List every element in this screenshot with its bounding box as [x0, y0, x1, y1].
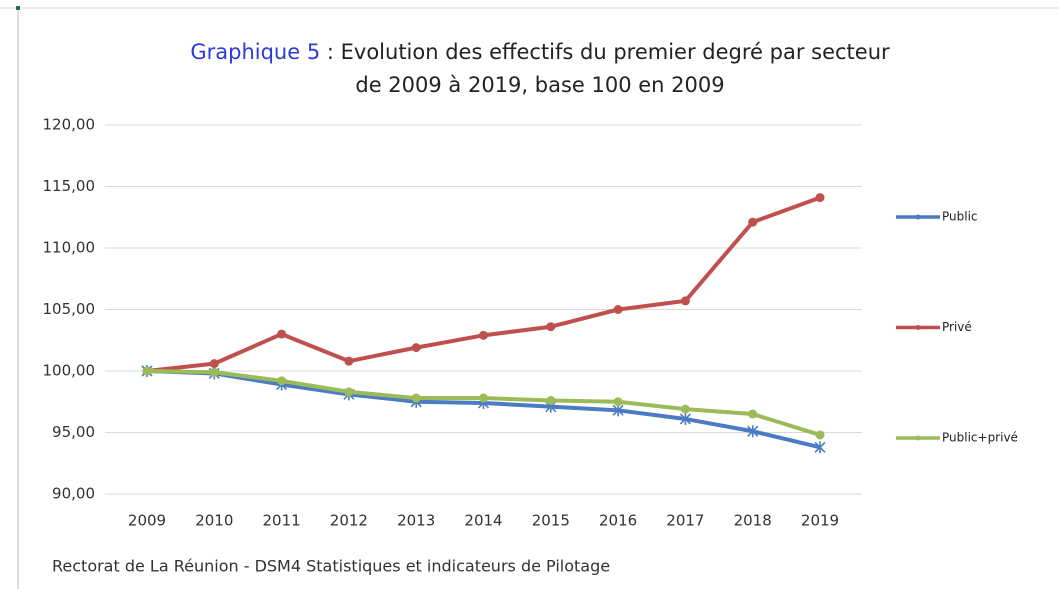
x-tick-label: 2012 — [330, 512, 368, 530]
point-marker — [479, 330, 488, 340]
point-marker — [815, 430, 825, 440]
y-tick-label: 100,00 — [43, 362, 96, 380]
x-tick-label: 2013 — [397, 512, 435, 530]
point-marker — [747, 425, 759, 438]
point-marker — [814, 441, 826, 454]
point-marker — [546, 396, 556, 406]
y-tick-label: 95,00 — [52, 423, 95, 441]
point-marker — [277, 329, 287, 339]
series-line — [146, 195, 821, 373]
point-marker — [613, 397, 623, 407]
y-tick-label: 110,00 — [43, 239, 96, 257]
point-marker — [613, 305, 623, 314]
point-marker — [209, 359, 219, 369]
point-marker — [411, 393, 421, 403]
x-tick-label: 2010 — [195, 512, 233, 530]
cell-handle — [16, 6, 20, 10]
point-marker — [344, 356, 354, 366]
legend-marker — [915, 214, 921, 220]
point-marker — [142, 366, 152, 376]
point-marker — [748, 409, 758, 419]
x-tick-label: 2009 — [128, 512, 166, 530]
point-marker — [748, 217, 758, 227]
series-line — [146, 369, 821, 450]
legend-label: Public+privé — [942, 431, 1018, 445]
title-line1: : Evolution des effectifs du premier deg… — [320, 40, 890, 64]
point-marker — [209, 367, 219, 377]
x-tick-label: 2018 — [734, 512, 772, 530]
point-marker — [344, 387, 354, 397]
chart-title-line2: de 2009 à 2019, base 100 en 2009 — [355, 73, 724, 97]
x-tick-label: 2019 — [801, 512, 839, 530]
chart-title: Graphique 5 : Evolution des effectifs du… — [190, 40, 890, 64]
point-marker — [479, 393, 488, 403]
point-marker — [679, 412, 691, 425]
legend-label: Privé — [942, 320, 972, 334]
x-tick-label: 2016 — [599, 512, 637, 530]
x-tick-label: 2014 — [464, 512, 502, 530]
x-tick-label: 2015 — [532, 512, 570, 530]
y-tick-label: 105,00 — [43, 300, 96, 318]
y-tick-label: 90,00 — [52, 485, 95, 503]
point-marker — [680, 404, 690, 414]
title-label: Graphique 5 — [190, 40, 320, 64]
source-note: Rectorat de La Réunion - DSM4 Statistiqu… — [52, 557, 610, 576]
legend-marker — [915, 325, 921, 330]
point-marker — [546, 322, 556, 332]
point-marker — [680, 296, 690, 306]
point-marker — [815, 193, 825, 203]
point-marker — [277, 376, 287, 386]
x-tick-label: 2017 — [666, 512, 704, 530]
point-marker — [612, 404, 624, 417]
legend-marker — [915, 435, 921, 441]
y-tick-label: 115,00 — [43, 177, 96, 195]
x-tick-label: 2011 — [263, 512, 301, 530]
point-marker — [411, 343, 421, 353]
legend-label: Public — [942, 210, 978, 224]
y-tick-label: 120,00 — [43, 116, 96, 134]
